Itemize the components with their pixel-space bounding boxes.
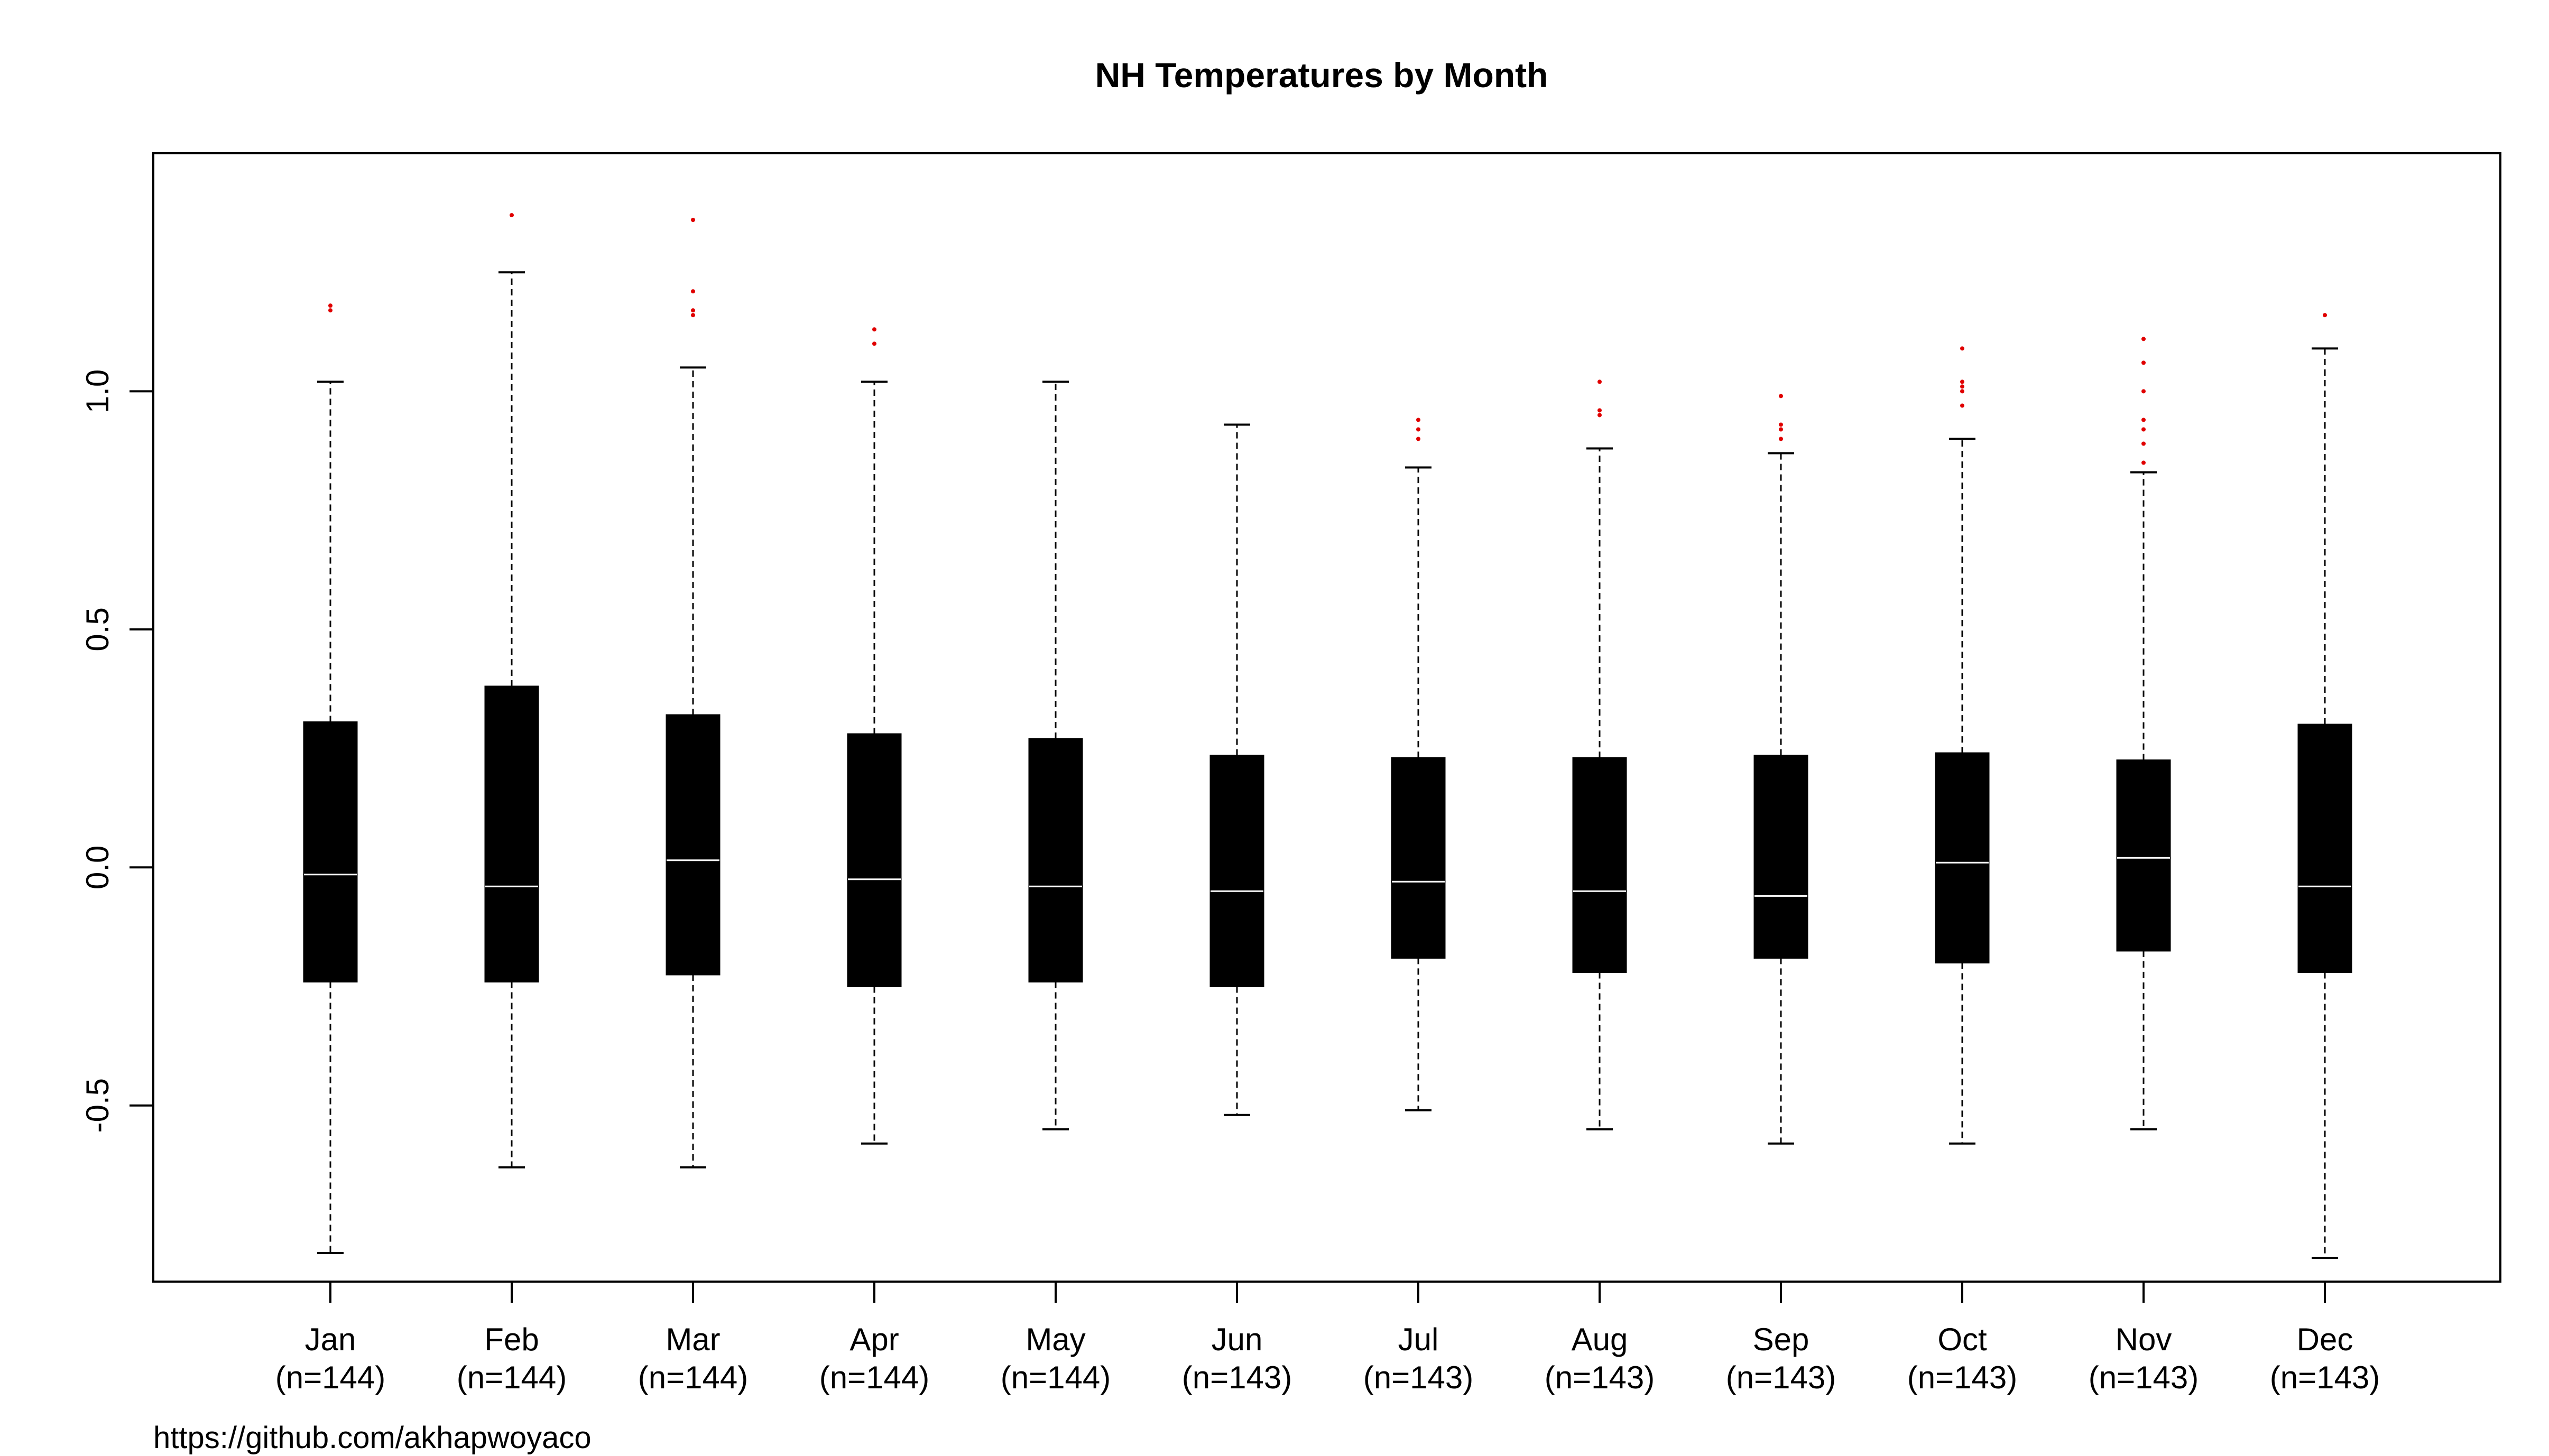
iqr-box [847,733,902,987]
x-tick-label: Aug [1572,1322,1628,1357]
outlier-point [2141,389,2146,394]
x-tick-count-label: (n=144) [819,1360,929,1395]
x-tick-label: Sep [1753,1322,1809,1357]
iqr-box [1572,757,1627,973]
outlier-point [1416,427,1420,432]
outlier-point [1960,389,1964,394]
outlier-point [2141,427,2146,432]
outlier-point [328,308,333,313]
box-group-dec [2297,313,2352,1259]
outlier-point [1779,437,1783,441]
outlier-point [872,327,876,332]
box-group-sep [1753,394,1808,1145]
iqr-box [1028,738,1083,982]
x-tick-label: Dec [2297,1322,2353,1357]
x-tick-count-label: (n=143) [1182,1360,1292,1395]
iqr-box [484,685,539,982]
outlier-point [691,313,695,318]
outlier-point [2141,418,2146,422]
x-tick-label: Feb [484,1322,539,1357]
box-group-mar [666,218,721,1168]
box-group-jun [1209,423,1264,1116]
x-tick-count-label: (n=143) [1726,1360,1836,1395]
box-group-apr [847,327,902,1145]
iqr-box [2116,759,2171,952]
x-tick-label: Jan [305,1322,356,1357]
y-tick-label: 0.5 [80,607,115,651]
x-tick-count-label: (n=143) [2270,1360,2380,1395]
x-tick-count-label: (n=143) [1363,1360,1473,1395]
outlier-point [1960,346,1964,351]
x-tick-count-label: (n=144) [1001,1360,1111,1395]
iqr-box [303,721,358,982]
iqr-box [1209,755,1264,987]
x-tick-count-label: (n=144) [457,1360,567,1395]
outlier-point [510,213,514,218]
outlier-point [1597,379,1602,384]
outlier-point [691,218,695,222]
x-tick-label: Nov [2116,1322,2172,1357]
x-tick-count-label: (n=143) [1907,1360,2017,1395]
outlier-point [1960,379,1964,384]
x-tick-count-label: (n=144) [275,1360,385,1395]
outlier-point [2323,313,2327,318]
x-tick-label: May [1026,1322,1085,1357]
outlier-point [2141,460,2146,465]
outlier-point [1597,408,1602,413]
box-group-jan [303,303,358,1254]
outlier-point [1779,422,1783,427]
x-tick-label: Apr [849,1322,899,1357]
outlier-point [328,303,333,308]
x-tick-label: Oct [1937,1322,1987,1357]
chart-title: NH Temperatures by Month [1095,55,1548,95]
outlier-point [691,308,695,313]
box-group-aug [1572,379,1627,1130]
outlier-point [1416,437,1420,441]
outlier-point [1779,427,1783,432]
y-axis: -0.5 0.0 0.5 1.0 [80,369,154,1133]
outlier-point [1960,384,1964,389]
box-group-jul [1391,418,1446,1111]
y-tick-label: 0.0 [80,846,115,889]
outlier-point [2141,337,2146,341]
y-tick-label: 1.0 [80,369,115,413]
box-group-oct [1935,346,1990,1145]
iqr-box [666,714,721,976]
outlier-point [1597,413,1602,418]
box-series [303,213,2352,1259]
outlier-point [1960,403,1964,408]
outlier-point [872,341,876,346]
outlier-point [1779,394,1783,398]
outlier-point [1416,418,1420,422]
iqr-box [1935,752,1990,963]
iqr-box [1753,755,1808,959]
x-tick-label: Mar [666,1322,720,1357]
box-group-may [1028,381,1083,1130]
outlier-point [691,289,695,294]
x-tick-label: Jun [1212,1322,1263,1357]
x-axis: Jan(n=144)Feb(n=144)Mar(n=144)Apr(n=144)… [275,1281,2380,1395]
outlier-point [2141,360,2146,365]
x-tick-count-label: (n=143) [1545,1360,1655,1395]
x-tick-label: Jul [1398,1322,1439,1357]
x-tick-count-label: (n=144) [638,1360,748,1395]
footer-source-text: https://github.com/akhapwoyaco [153,1421,592,1455]
box-group-feb [484,213,539,1168]
iqr-box [2297,724,2352,973]
x-tick-count-label: (n=143) [2089,1360,2199,1395]
y-tick-label: -0.5 [80,1078,115,1133]
outlier-point [2141,441,2146,446]
iqr-box [1391,757,1446,959]
box-group-nov [2116,337,2171,1130]
